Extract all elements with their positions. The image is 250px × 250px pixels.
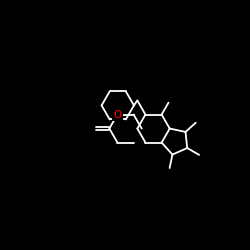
Text: O: O xyxy=(113,110,122,120)
